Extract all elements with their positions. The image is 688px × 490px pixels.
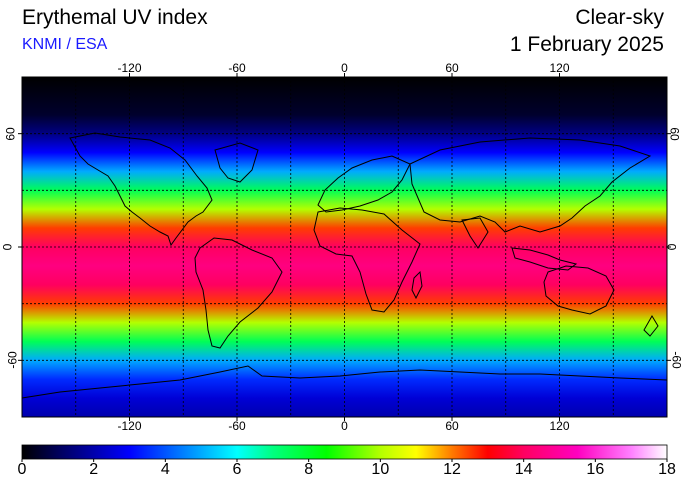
colorbar-tick-label: 16 <box>586 461 605 478</box>
colorbar <box>21 444 668 460</box>
coastline-europe <box>317 155 411 213</box>
credit-label: KNMI / ESA <box>22 36 108 53</box>
map-title: Erythemal UV index <box>22 6 208 29</box>
lat-label-right: 0 <box>664 243 679 251</box>
coastline-madagascar <box>411 270 423 300</box>
colorbar-tick-label: 2 <box>89 461 99 478</box>
lon-label-bottom: 0 <box>341 419 348 433</box>
coastline-south-america <box>194 237 283 349</box>
colorbar-tick-label: 4 <box>160 461 170 478</box>
colorbar-tick-label: 6 <box>232 461 242 478</box>
graticule <box>22 77 667 417</box>
coastline-north-america <box>69 132 213 247</box>
coastline-india <box>461 217 489 249</box>
colorbar-tick-label: 8 <box>304 461 314 478</box>
coastline-new-zealand <box>643 315 659 337</box>
coastline-antarctica <box>21 365 668 399</box>
coastline-asia <box>409 137 652 233</box>
colorbar-tick-label: 10 <box>371 461 390 478</box>
colorbar-tick-label: 14 <box>514 461 533 478</box>
lon-label-bottom: 120 <box>549 419 570 433</box>
colorbar-tick-label: 18 <box>658 461 676 478</box>
lon-label-bottom: -120 <box>117 419 142 433</box>
coastline-australia <box>543 265 615 315</box>
lat-label-right: -60 <box>669 351 684 369</box>
colorbar-tick-label: 12 <box>443 461 461 478</box>
lon-label-bottom: -60 <box>228 419 246 433</box>
lat-label-right: 60 <box>667 126 682 141</box>
lon-label-top: 60 <box>445 61 459 75</box>
lon-label-top: -120 <box>117 61 142 75</box>
coastline-africa <box>313 207 421 313</box>
lon-label-top: 0 <box>341 61 348 75</box>
axis-ticks <box>18 73 671 462</box>
coastlines <box>21 132 668 399</box>
lon-label-bottom: 60 <box>445 419 459 433</box>
lat-label-left: 60 <box>3 126 18 141</box>
map-date: 1 February 2025 <box>509 33 664 56</box>
sky-condition: Clear-sky <box>575 6 664 29</box>
lat-label-left: -60 <box>5 351 20 369</box>
lon-label-top: 120 <box>549 61 570 75</box>
colorbar-tick-label: 0 <box>17 461 27 478</box>
lon-label-top: -60 <box>228 61 246 75</box>
lat-label-left: 0 <box>0 243 15 251</box>
coastline-greenland <box>214 142 259 183</box>
